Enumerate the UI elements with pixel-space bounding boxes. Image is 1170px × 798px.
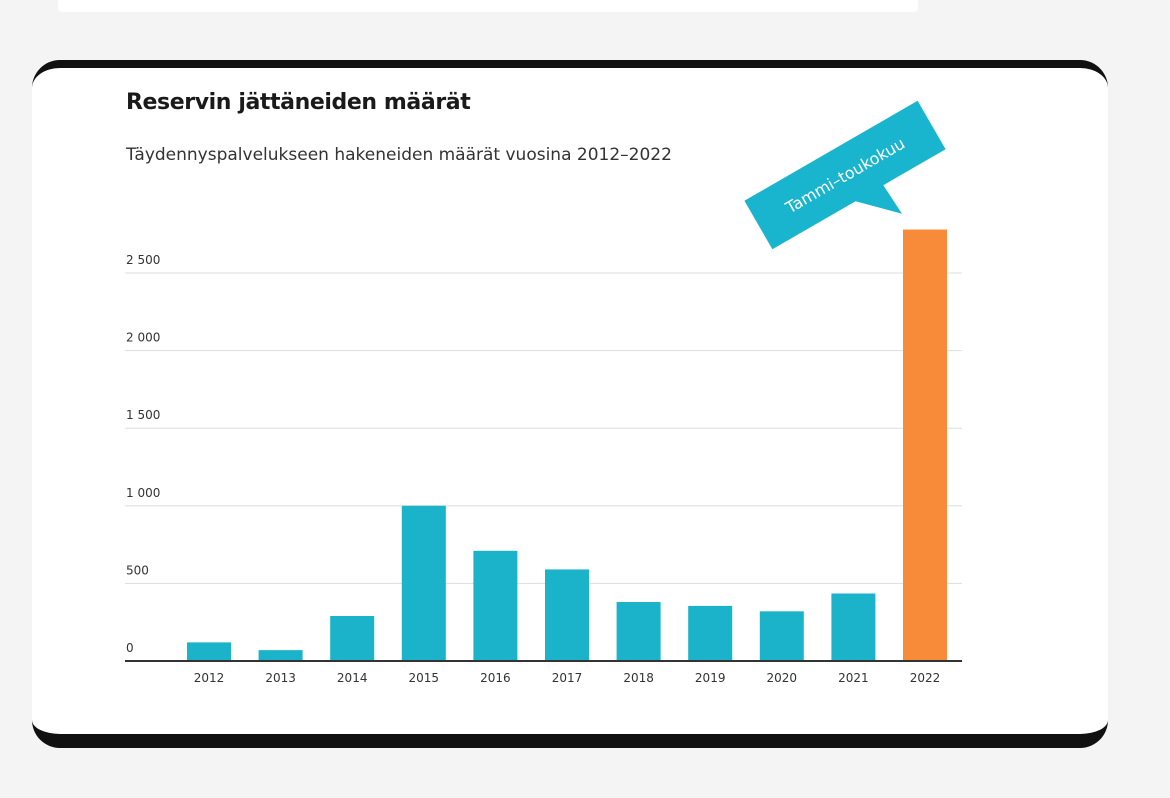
annotation-pointer: [854, 184, 902, 214]
x-tick-label: 2012: [194, 671, 225, 685]
y-tick-label: 500: [126, 563, 149, 577]
x-tick-label: 2020: [767, 671, 798, 685]
bar-2021: [831, 593, 876, 661]
bar-2022: [903, 229, 947, 661]
bar-2018: [616, 602, 661, 661]
y-tick-label: 2 000: [126, 331, 160, 345]
x-tick-label: 2013: [265, 671, 296, 685]
x-tick-label: 2019: [695, 671, 726, 685]
y-tick-label: 1 000: [126, 486, 160, 500]
x-tick-label: 2016: [480, 671, 511, 685]
x-tick-label: 2017: [552, 671, 583, 685]
bar-2019: [688, 605, 733, 661]
chart-card: Reservin jättäneiden määrät Täydennyspal…: [32, 60, 1108, 748]
bar-2020: [759, 611, 804, 661]
y-tick-label: 2 500: [126, 253, 160, 267]
bar-2016: [473, 550, 518, 661]
x-tick-label: 2018: [623, 671, 654, 685]
x-tick-label: 2015: [409, 671, 440, 685]
bar-2015: [401, 505, 446, 661]
y-tick-label: 0: [126, 641, 134, 655]
bar-2014: [330, 615, 375, 661]
bar-2012: [187, 642, 231, 661]
y-tick-label: 1 500: [126, 408, 160, 422]
top-strip: [58, 0, 918, 12]
x-tick-label: 2021: [838, 671, 869, 685]
chart-title: Reservin jättäneiden määrät: [126, 90, 471, 115]
annotation-box: [744, 100, 946, 250]
bar-chart: 0 500 1 000 1 500 2 000 2 500 2012 2013 2014 2015…: [125, 100, 962, 685]
chart-subtitle: Täydennyspalvelukseen hakeneiden määrät …: [126, 145, 672, 165]
x-tick-label: 2014: [337, 671, 368, 685]
x-tick-label: 2022: [910, 671, 941, 685]
bar-2013: [258, 650, 303, 661]
bar-2017: [545, 569, 589, 661]
